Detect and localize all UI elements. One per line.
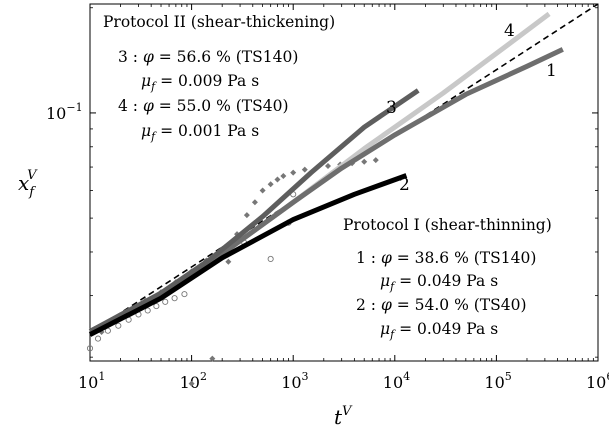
x-tick-label: 103 bbox=[281, 370, 308, 392]
diamond-marker bbox=[280, 172, 287, 179]
x-axis-label: tV bbox=[334, 404, 353, 429]
protocol-2-line-4: μf = 0.001 Pa s bbox=[141, 122, 259, 143]
circle-marker bbox=[181, 291, 188, 298]
circle-marker bbox=[162, 298, 169, 305]
diamond-marker bbox=[251, 199, 258, 206]
protocol-1-line-4: μf = 0.049 Pa s bbox=[380, 320, 498, 341]
protocol-2-line-3: 4 : φ = 55.0 % (TS40) bbox=[118, 97, 289, 115]
x-tick-label: 106 bbox=[586, 370, 609, 392]
circle-marker bbox=[153, 303, 160, 310]
series-labels: 1 2 3 4 bbox=[386, 21, 557, 195]
protocol-2-line-2: μf = 0.009 Pa s bbox=[141, 72, 259, 93]
x-tick-label: 101 bbox=[78, 370, 105, 392]
diamond-marker bbox=[324, 162, 331, 169]
annotation-protocol-1: Protocol I (shear-thinning) 1 : φ = 38.6… bbox=[343, 216, 552, 341]
diamond-marker bbox=[372, 157, 379, 164]
series-label-3: 3 bbox=[386, 98, 397, 118]
diamond-marker bbox=[259, 187, 266, 194]
protocol-1-line-3: 2 : φ = 54.0 % (TS40) bbox=[356, 296, 527, 314]
marker-series-group bbox=[86, 157, 379, 387]
x-tick-label: 102 bbox=[180, 370, 207, 392]
y-tick-label: 10−1 bbox=[46, 101, 83, 123]
circle-marker bbox=[94, 335, 102, 342]
diamond-marker bbox=[188, 380, 195, 387]
series-label-1: 1 bbox=[546, 61, 557, 81]
diamond-marker bbox=[290, 169, 297, 176]
series-label-4: 4 bbox=[504, 21, 515, 41]
circle-marker bbox=[115, 322, 122, 329]
series-group bbox=[88, 11, 564, 337]
circle-marker bbox=[267, 255, 274, 263]
circle-marker bbox=[86, 345, 94, 352]
y-axis-label: xfV bbox=[18, 168, 38, 200]
diamond-marker bbox=[301, 166, 308, 173]
protocol-2-line-1: 3 : φ = 56.6 % (TS140) bbox=[118, 48, 298, 66]
series-label-2: 2 bbox=[399, 175, 410, 195]
protocol-1-title: Protocol I (shear-thinning) bbox=[343, 216, 552, 234]
circle-marker bbox=[171, 295, 178, 302]
diamond-marker bbox=[274, 176, 281, 183]
diamond-marker bbox=[225, 258, 232, 265]
annotation-protocol-2: Protocol II (shear-thickening) 3 : φ = 5… bbox=[103, 13, 335, 143]
protocol-2-title: Protocol II (shear-thickening) bbox=[103, 13, 335, 31]
diamond-marker bbox=[267, 181, 274, 188]
protocol-1-line-1: 1 : φ = 38.6 % (TS140) bbox=[356, 249, 536, 267]
series-line-3 bbox=[88, 88, 420, 334]
protocol-1-line-2: μf = 0.049 Pa s bbox=[380, 272, 498, 293]
series-line-2 bbox=[88, 173, 408, 337]
x-tick-label: 104 bbox=[383, 370, 410, 392]
x-tick-label: 105 bbox=[484, 370, 511, 392]
circle-marker bbox=[144, 307, 151, 314]
diamond-marker bbox=[361, 158, 368, 165]
diamond-marker bbox=[209, 355, 216, 362]
plot-frame bbox=[89, 3, 599, 362]
diamond-marker bbox=[243, 212, 250, 219]
